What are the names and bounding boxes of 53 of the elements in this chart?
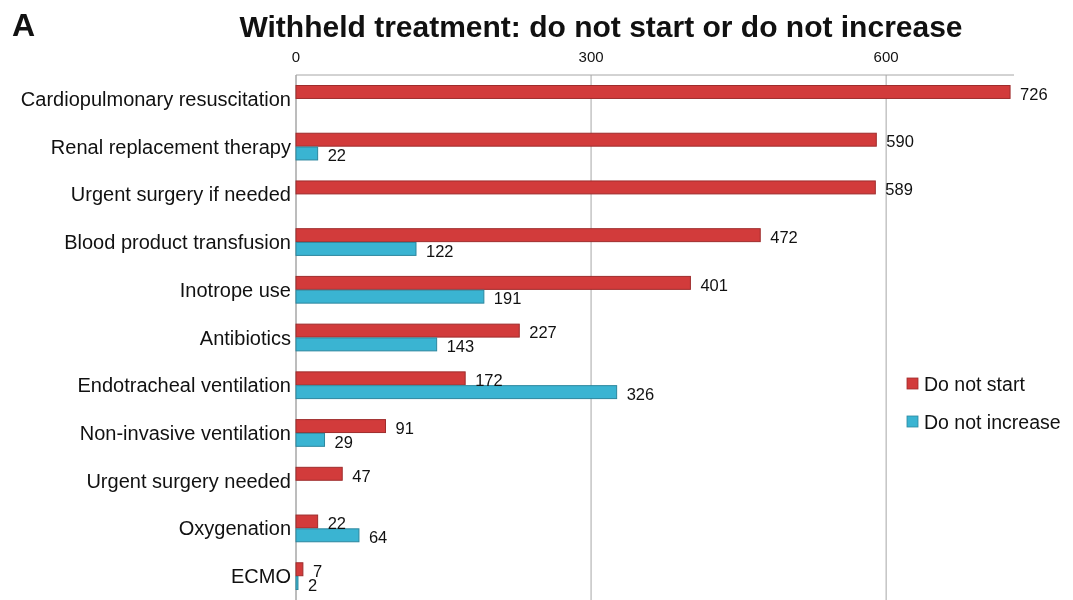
bar — [295, 228, 761, 243]
text: A — [12, 7, 36, 43]
data-label: 726 — [1020, 84, 1048, 103]
y-tick-label: Urgent surgery needed — [86, 469, 291, 492]
bar — [295, 371, 466, 386]
y-tick-label: Oxygenation — [178, 517, 291, 540]
bar — [295, 241, 417, 256]
y-tick-label: ECMO — [231, 565, 291, 588]
data-label: 22 — [327, 514, 346, 533]
chart-title: Withheld treatment: do not start or do not increase — [239, 10, 963, 43]
x-tick-label: 300 — [578, 48, 604, 65]
data-label: 22 — [327, 146, 346, 165]
bar — [295, 528, 360, 543]
data-label: 172 — [475, 371, 503, 390]
bar — [295, 85, 1011, 99]
legend-label: Do not increase — [924, 410, 1061, 433]
bar — [295, 514, 319, 529]
data-label: 143 — [446, 337, 475, 356]
x-tick-label: 0 — [291, 48, 301, 65]
y-tick-label: Non-invasive ventilation — [79, 421, 291, 444]
bar — [295, 419, 386, 434]
data-label: 589 — [885, 180, 913, 199]
data-label: 590 — [886, 132, 914, 151]
data-label: 122 — [425, 241, 454, 260]
bar — [295, 146, 319, 161]
bar — [295, 323, 520, 338]
data-label: 29 — [334, 432, 353, 451]
bar — [295, 466, 343, 481]
legend-label: Do not start — [924, 372, 1026, 395]
data-label: 191 — [493, 289, 522, 308]
bar — [295, 562, 304, 577]
bar — [295, 432, 326, 447]
data-label: 91 — [395, 418, 414, 437]
y-tick-label: Blood product transfusion — [64, 231, 291, 254]
data-label: 47 — [352, 466, 371, 485]
bar — [295, 385, 618, 400]
bar — [295, 132, 877, 147]
data-label: 401 — [700, 275, 728, 294]
data-label: 64 — [368, 528, 388, 547]
x-tick-label: 600 — [873, 48, 899, 65]
data-label: 326 — [626, 384, 655, 403]
bar — [295, 180, 876, 195]
y-tick-label: Urgent surgery if needed — [70, 183, 291, 206]
data-label: 227 — [529, 323, 557, 342]
bar — [295, 289, 485, 304]
data-label: 472 — [770, 227, 798, 246]
bar — [295, 337, 438, 352]
y-tick-label: Inotrope use — [179, 278, 291, 301]
y-tick-label: Antibiotics — [199, 326, 291, 349]
bar — [295, 275, 691, 290]
y-tick-label: Renal replacement therapy — [50, 135, 291, 158]
y-tick-label: Cardiopulmonary resuscitation — [20, 87, 291, 110]
y-tick-label: Endotracheal ventilation — [77, 374, 291, 397]
